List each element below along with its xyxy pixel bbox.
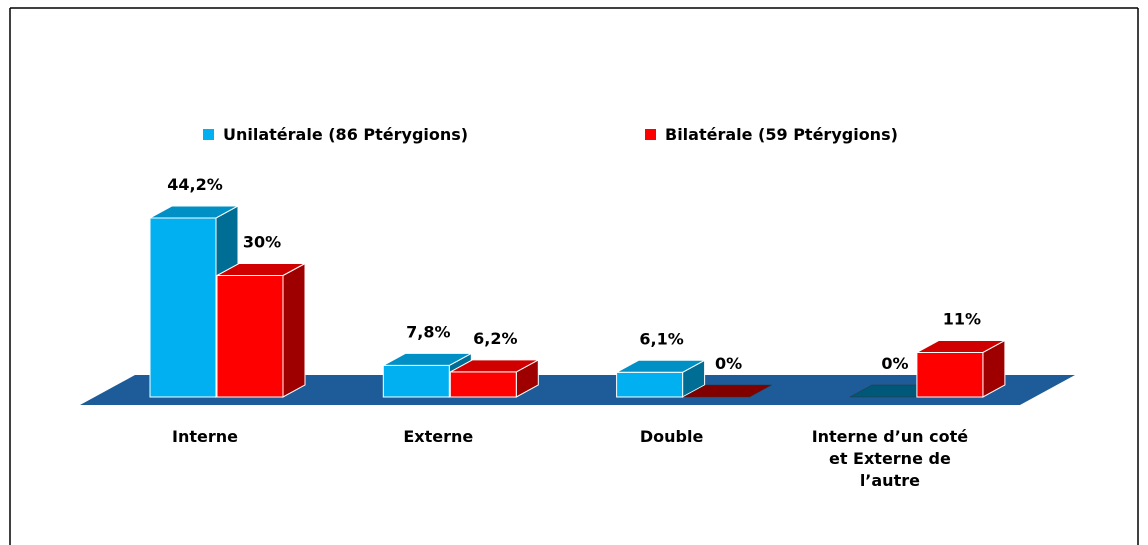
bar (616, 371, 684, 398)
category-label: Double (639, 427, 704, 446)
bar-top (149, 205, 239, 219)
bar-top (916, 339, 1006, 353)
bar (449, 371, 517, 398)
value-label: 44,2% (167, 175, 223, 194)
bar-top (616, 359, 705, 373)
value-label: 6,2% (473, 329, 517, 348)
bar-top (216, 263, 306, 276)
legend-label: Bilatérale (59 Ptérygions) (665, 125, 898, 144)
bar-top (383, 352, 472, 366)
bar (683, 384, 772, 398)
category-label: Interne d’un coté et Externe de l’autre (811, 427, 969, 490)
legend-swatch (645, 129, 656, 140)
bar (216, 275, 284, 398)
value-label: 7,8% (406, 322, 450, 341)
legend-label: Unilatérale (86 Ptérygions) (223, 125, 468, 144)
bar (149, 217, 217, 398)
legend-swatch (203, 129, 214, 140)
value-label: 0% (881, 354, 908, 373)
bar-top (450, 359, 539, 373)
bar (916, 351, 984, 398)
bar-side (282, 262, 306, 398)
value-label: 0% (715, 354, 742, 373)
value-label: 30% (243, 233, 281, 252)
value-label: 11% (943, 309, 981, 328)
floor (80, 375, 1075, 405)
value-label: 6,1% (639, 329, 683, 348)
bar (382, 364, 450, 398)
category-label: Interne (172, 427, 238, 446)
category-label: Externe (403, 427, 474, 446)
